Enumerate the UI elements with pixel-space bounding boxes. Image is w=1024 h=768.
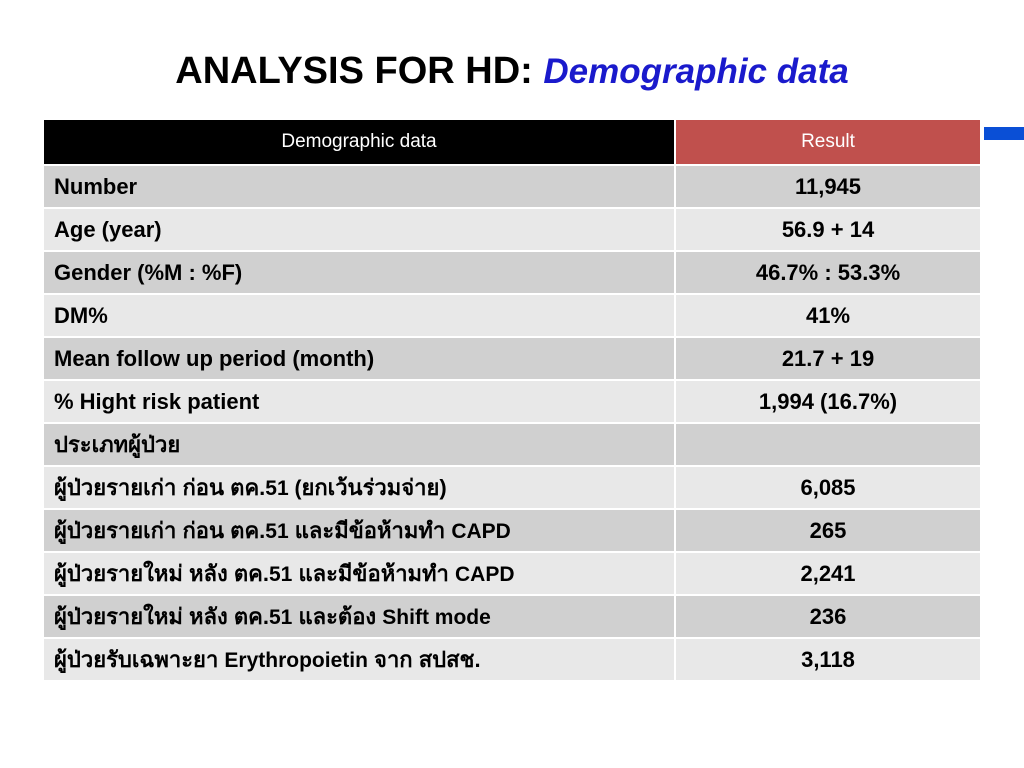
- subrow-text: Shift mode: [382, 606, 491, 629]
- category-label: ประเภทผู้ป่วย: [42, 422, 676, 467]
- subrow-number: 51: [265, 477, 289, 500]
- accent-bar: [984, 127, 1024, 140]
- subrow-number: Erythropoietin: [224, 649, 368, 672]
- row-label: Gender (%M : %F): [42, 250, 676, 295]
- row-value: 236: [674, 594, 982, 639]
- subrow-text: (: [288, 477, 302, 500]
- subrow-text: CAPD: [455, 563, 515, 586]
- table-header-row: Demographic data Result: [42, 118, 982, 166]
- row-value: 265: [674, 508, 982, 553]
- row-value: 41%: [674, 293, 982, 338]
- subrow-label: ผู้ป่วยรายใหม่ หลัง ตค.51 และต้อง Shift …: [42, 594, 676, 639]
- demographic-table: Demographic data Result Number 11,945 Ag…: [42, 118, 982, 682]
- row-value: 46.7% : 53.3%: [674, 250, 982, 295]
- subrow-text: ผู้ป่วยรายเก่า ก่อน ตค.: [54, 518, 266, 543]
- subrow-number: 51: [268, 563, 293, 586]
- slide-title: ANALYSIS FOR HD: Demographic data: [0, 50, 1024, 93]
- subrow-text: จาก สปสช.: [367, 647, 481, 672]
- row-label: Age (year): [42, 207, 676, 252]
- row-value: 11,945: [674, 164, 982, 209]
- subrow-text: ยกเว้นร่วมจ่าย): [301, 475, 447, 500]
- table-row: % Hight risk patient 1,994 (16.7%): [42, 379, 982, 424]
- subrow-text: ผู้ป่วยรายใหม่ หลัง ตค.: [54, 561, 269, 586]
- row-label: Mean follow up period (month): [42, 336, 676, 381]
- row-value: 21.7 + 19: [674, 336, 982, 381]
- subrow-text: ผู้ป่วยรายใหม่ หลัง ตค.: [54, 604, 269, 629]
- subrow-text: และมีข้อห้ามทำ: [288, 518, 452, 543]
- subrow-text: และต้อง: [292, 604, 383, 629]
- title-main: ANALYSIS FOR HD: [175, 50, 521, 92]
- table-row: DM% 41%: [42, 293, 982, 338]
- subrow-label: ผู้ป่วยรับเฉพาะยา Erythropoietin จาก สปส…: [42, 637, 676, 682]
- table-row: ผู้ป่วยรายเก่า ก่อน ตค.51 และมีข้อห้ามทำ…: [42, 508, 982, 553]
- table-row: ผู้ป่วยรับเฉพาะยา Erythropoietin จาก สปส…: [42, 637, 982, 682]
- table-row: ผู้ป่วยรายเก่า ก่อน ตค.51 (ยกเว้นร่วมจ่า…: [42, 465, 982, 510]
- subrow-label: ผู้ป่วยรายใหม่ หลัง ตค.51 และมีข้อห้ามทำ…: [42, 551, 676, 596]
- table-row: ผู้ป่วยรายใหม่ หลัง ตค.51 และมีข้อห้ามทำ…: [42, 551, 982, 596]
- title-separator: :: [520, 50, 533, 92]
- row-value: 56.9 + 14: [674, 207, 982, 252]
- category-value: [674, 422, 982, 467]
- row-label: DM%: [42, 293, 676, 338]
- row-value: 6,085: [674, 465, 982, 510]
- row-value: 3,118: [674, 637, 982, 682]
- table-row: Age (year) 56.9 + 14: [42, 207, 982, 252]
- subrow-text: CAPD: [451, 520, 511, 543]
- table-row: Mean follow up period (month) 21.7 + 19: [42, 336, 982, 381]
- subrow-text: และมีข้อห้ามทำ: [292, 561, 456, 586]
- subrow-text: ผู้ป่วยรับเฉพาะยา: [54, 647, 225, 672]
- subrow-text: ผู้ป่วยรายเก่า ก่อน ตค.: [54, 475, 266, 500]
- row-value: 1,994 (16.7%): [674, 379, 982, 424]
- row-label: Number: [42, 164, 676, 209]
- category-row: ประเภทผู้ป่วย: [42, 422, 982, 467]
- table-row: Number 11,945: [42, 164, 982, 209]
- header-demographic-data: Demographic data: [42, 118, 676, 166]
- title-subtitle: Demographic data: [543, 52, 849, 91]
- subrow-number: 51: [268, 606, 293, 629]
- subrow-label: ผู้ป่วยรายเก่า ก่อน ตค.51 (ยกเว้นร่วมจ่า…: [42, 465, 676, 510]
- subrow-number: 51: [265, 520, 289, 543]
- table-row: ผู้ป่วยรายใหม่ หลัง ตค.51 และต้อง Shift …: [42, 594, 982, 639]
- header-result: Result: [674, 118, 982, 166]
- row-label: % Hight risk patient: [42, 379, 676, 424]
- row-value: 2,241: [674, 551, 982, 596]
- subrow-label: ผู้ป่วยรายเก่า ก่อน ตค.51 และมีข้อห้ามทำ…: [42, 508, 676, 553]
- table-row: Gender (%M : %F) 46.7% : 53.3%: [42, 250, 982, 295]
